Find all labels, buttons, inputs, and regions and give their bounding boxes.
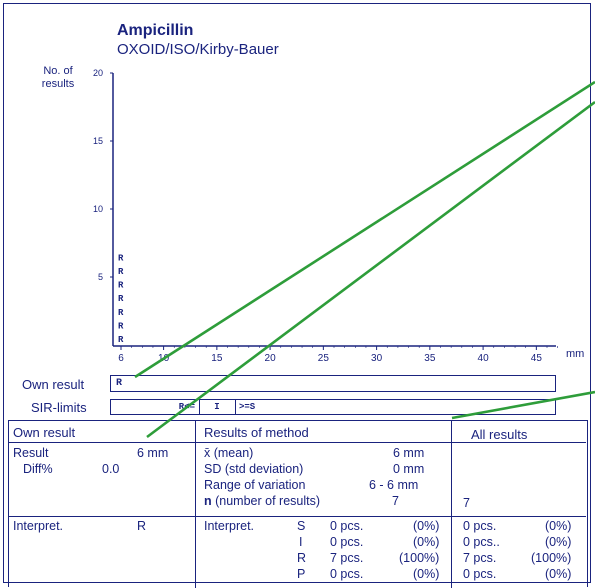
y-axis-label-line1: No. of	[43, 65, 73, 77]
histogram-mark: R	[118, 267, 124, 277]
method-row-letter: S	[297, 519, 306, 533]
own-interpret-label: Interpret.	[13, 519, 64, 533]
own-result-header: Own result	[13, 425, 76, 440]
method-row-pct: (0%)	[413, 567, 440, 581]
antibiotic-title: Ampicillin	[117, 22, 194, 39]
result-value: 6 mm	[137, 446, 169, 460]
histogram-mark: R	[118, 321, 124, 331]
histogram-mark: R	[118, 294, 124, 304]
sir-limits-strip: R<= I >=S	[110, 399, 556, 415]
own-interpret-value: R	[137, 519, 147, 533]
own-result-letter: R	[116, 378, 123, 389]
all-row-pcs: 0 pcs.	[463, 567, 497, 581]
method-row-pcs: 0 pcs.	[330, 535, 364, 549]
n-label-rest: (number of results)	[211, 494, 321, 508]
mean-value: 6 mm	[393, 446, 425, 460]
x-tick-label: 15	[211, 353, 223, 364]
x-tick-label: 40	[478, 353, 490, 364]
sir-i-zone: I	[214, 402, 220, 412]
y-axis-label-line2: results	[41, 78, 75, 90]
chart-axes: 5 10 15 20 6 10 15 20 25 30 35 40 45	[93, 68, 558, 364]
range-value: 6 - 6 mm	[369, 478, 419, 492]
all-results-header: All results	[471, 427, 528, 442]
histogram-mark: R	[118, 308, 124, 318]
y-tick-label: 20	[93, 68, 103, 78]
sir-limits-label: SIR-limits	[31, 400, 87, 415]
table-col-divider-2	[451, 421, 452, 588]
y-tick-label: 15	[93, 136, 103, 146]
all-row-pct: (0%)	[545, 535, 572, 549]
method-row-pcs: 7 pcs.	[330, 551, 364, 565]
histogram-mark: R	[118, 335, 124, 345]
x-tick-label: 6	[118, 353, 124, 364]
method-row-pcs: 0 pcs.	[330, 567, 364, 581]
all-row-pcs: 0 pcs.	[463, 519, 497, 533]
y-axis-label: No. of results	[36, 65, 80, 91]
n-label: n (number of results)	[204, 494, 320, 508]
x-tick-label: 35	[424, 353, 436, 364]
all-row-pct: (0%)	[545, 519, 572, 533]
all-row-pct: (100%)	[531, 551, 572, 565]
x-tick-label: 45	[531, 353, 543, 364]
method-row-pct: (0%)	[413, 519, 440, 533]
x-tick-label: 25	[318, 353, 330, 364]
method-row-letter: I	[299, 535, 303, 549]
histogram-mark: R	[118, 253, 124, 263]
method-row-letter: R	[297, 551, 307, 565]
n-label-bold: n	[204, 494, 212, 508]
y-tick-label: 10	[93, 204, 103, 214]
y-tick-label: 5	[98, 272, 103, 282]
method-row-letter: P	[297, 567, 306, 581]
n-value: 7	[392, 494, 399, 508]
table-interpret-rule	[9, 516, 586, 517]
diff-value: 0.0	[102, 462, 120, 476]
result-label: Result	[13, 446, 49, 460]
sd-label: SD (std deviation)	[204, 462, 304, 476]
sir-s-limit: >=S	[239, 402, 256, 412]
own-result-strip: R	[110, 375, 556, 392]
range-label: Range of variation	[204, 478, 306, 492]
histogram-mark: R	[118, 281, 124, 291]
results-table: Own result Result 6 mm Diff% 0.0 Interpr…	[8, 420, 588, 588]
method-subtitle: OXOID/ISO/Kirby-Bauer	[117, 41, 279, 58]
own-result-label: Own result	[22, 377, 85, 392]
method-interpret-label: Interpret.	[204, 519, 255, 533]
mean-label: x̄ (mean)	[204, 446, 254, 460]
method-row-pct: (0%)	[413, 535, 440, 549]
all-row-pct: (0%)	[545, 567, 572, 581]
sir-r-limit: R<=	[178, 402, 195, 412]
sir-divider-2	[235, 400, 236, 414]
table-col-divider-1	[195, 421, 196, 588]
x-tick-label: 30	[371, 353, 383, 364]
all-row-pcs: 0 pcs..	[463, 535, 500, 549]
method-row-pct: (100%)	[399, 551, 440, 565]
method-row-pcs: 0 pcs.	[330, 519, 364, 533]
sd-value: 0 mm	[393, 462, 425, 476]
all-row-pcs: 7 pcs.	[463, 551, 497, 565]
diff-label: Diff%	[23, 462, 53, 476]
x-tick-label: 20	[265, 353, 277, 364]
all-n-value: 7	[463, 496, 470, 510]
x-tick-label: 10	[158, 353, 170, 364]
method-header: Results of method	[204, 425, 309, 440]
x-axis-unit: mm	[566, 348, 585, 360]
table-header-rule	[9, 442, 586, 443]
